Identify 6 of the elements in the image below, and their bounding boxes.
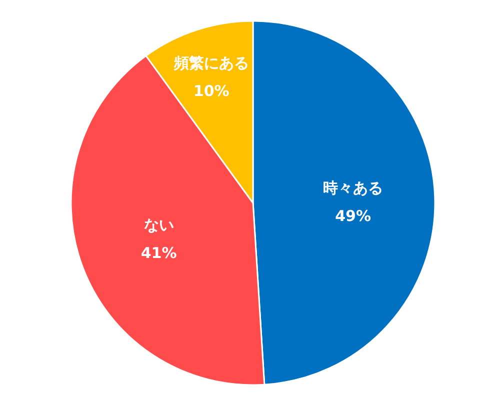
- data-label: 49%: [335, 206, 372, 225]
- slice-label: 頻繁にある: [172, 54, 249, 72]
- slice-label: 時々ある: [323, 178, 384, 197]
- slice-label: ない: [144, 216, 174, 234]
- data-label: 10%: [193, 82, 230, 100]
- data-label: 41%: [140, 244, 177, 262]
